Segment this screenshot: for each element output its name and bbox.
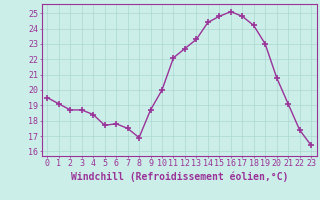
X-axis label: Windchill (Refroidissement éolien,°C): Windchill (Refroidissement éolien,°C) bbox=[70, 171, 288, 182]
